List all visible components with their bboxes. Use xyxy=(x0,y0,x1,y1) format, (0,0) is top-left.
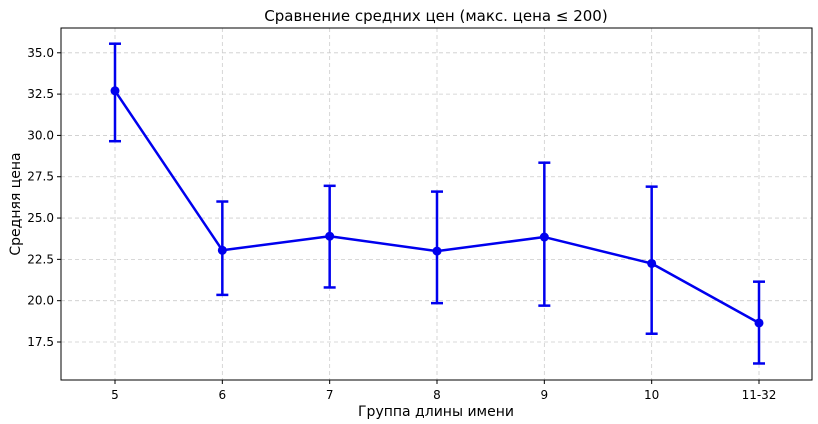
y-tick-label: 22.5 xyxy=(27,252,54,266)
data-point xyxy=(110,86,120,96)
x-tick-label: 5 xyxy=(111,388,119,402)
data-point xyxy=(325,231,335,241)
data-point xyxy=(647,258,657,268)
y-tick-label: 17.5 xyxy=(27,335,54,349)
y-tick-label: 25.0 xyxy=(27,211,54,225)
x-tick-label: 10 xyxy=(644,388,659,402)
y-tick-label: 20.0 xyxy=(27,294,54,308)
y-tick-label: 27.5 xyxy=(27,170,54,184)
y-axis-label: Средняя цена xyxy=(8,152,24,255)
x-tick-label: 6 xyxy=(219,388,227,402)
x-tick-label: 9 xyxy=(541,388,549,402)
data-point xyxy=(432,246,442,256)
y-tick-label: 30.0 xyxy=(27,128,54,142)
data-point xyxy=(754,318,764,328)
chart-title: Сравнение средних цен (макс. цена ≤ 200) xyxy=(264,7,607,25)
data-series xyxy=(109,42,765,365)
x-axis-label: Группа длины имени xyxy=(358,404,514,420)
x-tick-label: 7 xyxy=(326,388,334,402)
y-tick-label: 32.5 xyxy=(27,87,54,101)
x-tick-label: 8 xyxy=(433,388,441,402)
axis-ticks: 5 6 7 8 9 10 11-32 17.5 20.0 22.5 25.0 27.5 30.0 32.5… xyxy=(27,46,776,402)
data-point xyxy=(217,245,227,255)
x-tick-label: 11-32 xyxy=(742,388,777,402)
data-point xyxy=(539,232,549,242)
y-tick-label: 35.0 xyxy=(27,46,54,60)
plot-area-frame xyxy=(60,27,813,381)
